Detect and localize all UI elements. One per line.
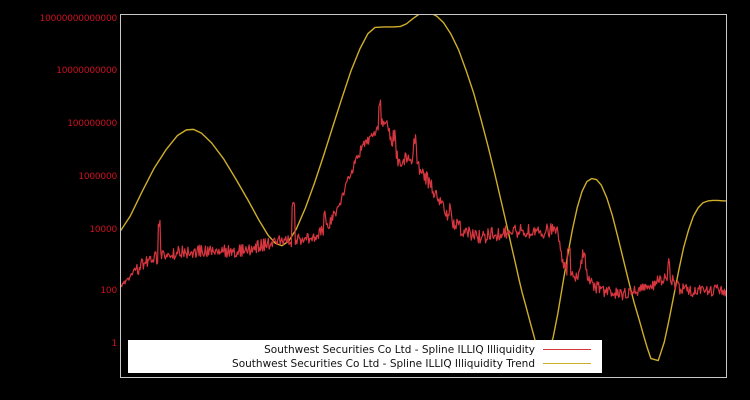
y-axis-tick-label: 10000 bbox=[89, 225, 117, 235]
y-axis-tick-label: 100 bbox=[100, 286, 117, 296]
legend-swatch-illiq bbox=[543, 349, 591, 350]
plot-canvas bbox=[121, 15, 726, 377]
series-illiq-line bbox=[121, 100, 726, 300]
legend-swatch-trend bbox=[543, 363, 591, 364]
y-axis-tick-label: 10000000000000 bbox=[39, 14, 118, 24]
legend-label-trend: Southwest Securities Co Ltd - Spline ILL… bbox=[232, 357, 535, 370]
series-trend-line bbox=[121, 15, 726, 361]
y-axis-tick-label: 10000000000 bbox=[56, 66, 117, 76]
legend: Southwest Securities Co Ltd - Spline ILL… bbox=[128, 340, 602, 373]
legend-entry[interactable]: Southwest Securities Co Ltd - Spline ILL… bbox=[129, 343, 597, 357]
y-axis: 10000000000000 10000000000 100000000 100… bbox=[0, 0, 118, 400]
legend-label-illiq: Southwest Securities Co Ltd - Spline ILL… bbox=[264, 343, 535, 356]
y-axis-tick-label: 1000000 bbox=[78, 172, 117, 182]
legend-entry[interactable]: Southwest Securities Co Ltd - Spline ILL… bbox=[129, 357, 597, 371]
plot-area bbox=[120, 14, 727, 378]
y-axis-tick-label: 1 bbox=[111, 339, 117, 349]
y-axis-tick-label: 100000000 bbox=[67, 119, 117, 129]
